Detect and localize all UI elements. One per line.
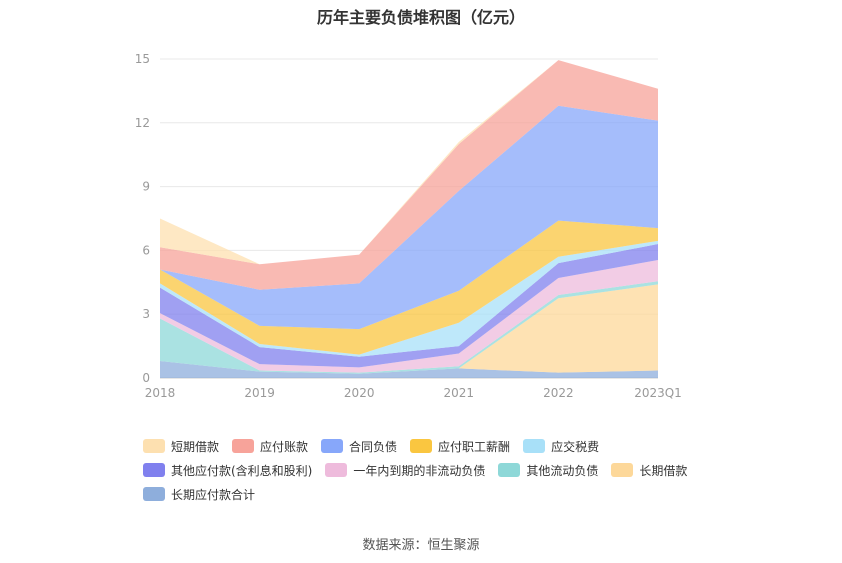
y-tick-label: 9 (142, 180, 150, 194)
legend-label: 其他应付款(含利息和股利) (171, 463, 313, 478)
y-tick-label: 6 (142, 243, 150, 257)
legend-item[interactable]: 合同负债 (321, 438, 397, 455)
legend-swatch (498, 463, 521, 477)
area-series (160, 259, 658, 373)
legend-label: 应付职工薪酬 (438, 439, 511, 454)
legend-label: 短期借款 (171, 439, 220, 454)
chart-title: 历年主要负债堆积图（亿元） (316, 8, 525, 27)
area-series (160, 220, 658, 355)
chart-legend: 短期借款 应付账款 合同负债 应付职工薪酬 应交税费其他应付款(含利息和股利) 一年内到期… (143, 434, 743, 506)
legend-item[interactable]: 应付职工薪酬 (410, 438, 510, 455)
legend-label: 长期借款 (639, 463, 688, 478)
area-series (160, 360, 658, 378)
x-tick-label: 2023Q1 (634, 386, 682, 400)
area-series (160, 284, 658, 374)
legend-swatch (321, 439, 344, 453)
area-series (160, 105, 658, 330)
x-tick-label: 2022 (543, 386, 574, 400)
x-tick-label: 2021 (444, 386, 475, 400)
legend-item[interactable]: 应交税费 (523, 438, 599, 455)
legend-swatch (611, 463, 634, 477)
legend-item[interactable]: 长期应付款合计 (143, 486, 255, 503)
legend-row: 其他应付款(含利息和股利) 一年内到期的非流动负债 其他流动负债 长期借款 (143, 458, 743, 482)
area-series (160, 281, 658, 374)
legend-row: 短期借款 应付账款 合同负债 应付职工薪酬 应交税费 (143, 434, 743, 458)
legend-swatch (410, 439, 433, 453)
legend-item[interactable]: 一年内到期的非流动负债 (325, 462, 485, 479)
legend-label: 应付账款 (260, 439, 309, 454)
legend-label: 应交税费 (551, 439, 600, 454)
legend-swatch (325, 463, 348, 477)
legend-swatch (232, 439, 255, 453)
y-tick-label: 12 (135, 116, 150, 130)
legend-item[interactable]: 应付账款 (232, 438, 308, 455)
legend-label: 合同负债 (349, 439, 398, 454)
x-tick-label: 2019 (244, 386, 275, 400)
y-tick-label: 3 (142, 307, 150, 321)
x-tick-label: 2018 (145, 386, 176, 400)
legend-row: 长期应付款合计 (143, 482, 743, 506)
area-series (160, 240, 658, 357)
legend-label: 其他流动负债 (526, 463, 599, 478)
legend-swatch (143, 487, 165, 501)
legend-item[interactable]: 长期借款 (611, 462, 687, 479)
x-tick-label: 2020 (344, 386, 375, 400)
legend-item[interactable]: 其他流动负债 (498, 462, 598, 479)
legend-label: 一年内到期的非流动负债 (353, 463, 486, 478)
y-tick-label: 0 (142, 371, 150, 385)
area-series (160, 60, 658, 265)
legend-label: 长期应付款合计 (171, 487, 256, 502)
legend-swatch (143, 439, 165, 453)
legend-swatch (523, 439, 546, 453)
data-source: 数据来源：恒生聚源 (362, 538, 480, 553)
area-series (160, 60, 658, 290)
y-tick-label: 15 (135, 52, 150, 66)
legend-item[interactable]: 短期借款 (143, 438, 219, 455)
area-series (160, 244, 658, 368)
legend-swatch (143, 463, 165, 477)
legend-item[interactable]: 其他应付款(含利息和股利) (143, 462, 312, 479)
